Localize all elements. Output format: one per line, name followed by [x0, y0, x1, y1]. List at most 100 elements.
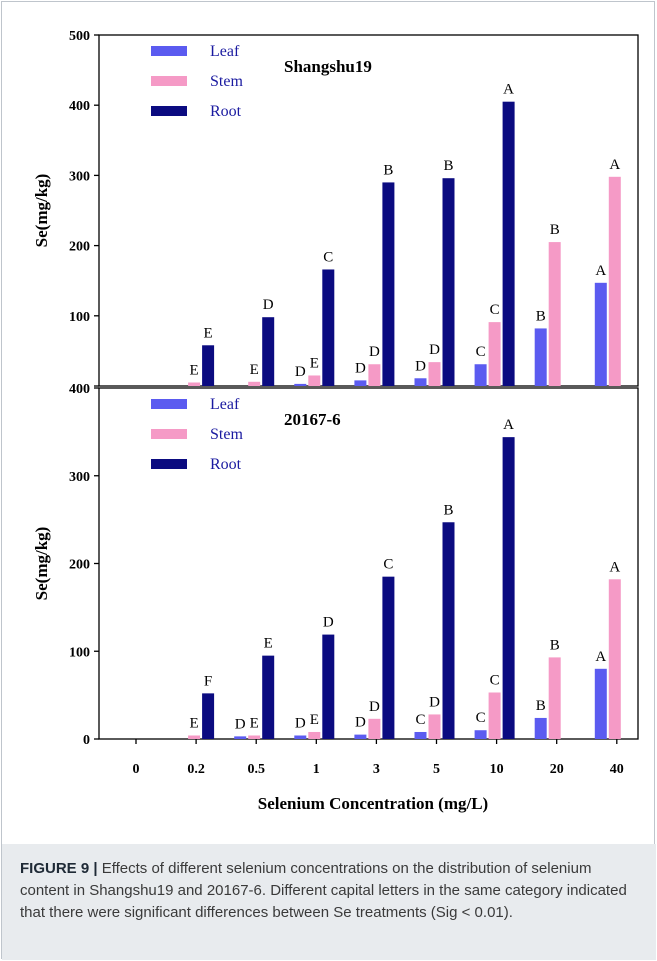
significance-letter: E: [250, 362, 259, 378]
significance-letter: C: [323, 249, 333, 265]
x-axis-label: Selenium Concentration (mg/L): [258, 794, 488, 813]
bar-leaf: [534, 717, 547, 739]
significance-letter: C: [476, 344, 486, 360]
x-tick-label: 40: [610, 762, 624, 777]
bar-root: [382, 182, 395, 386]
x-tick-label: 5: [433, 762, 440, 777]
y-tick-label: 100: [69, 645, 90, 660]
legend-swatch-leaf: [151, 399, 187, 409]
significance-letter: B: [536, 308, 546, 324]
panel-title: Shangshu19: [284, 57, 372, 76]
y-tick-label: 200: [69, 558, 90, 573]
bar-root: [202, 345, 215, 386]
significance-letter: C: [476, 710, 486, 726]
significance-letter: D: [295, 364, 306, 380]
y-tick-label: 300: [69, 169, 90, 184]
significance-letter: B: [550, 637, 560, 653]
y-axis-label: Se(mg/kg): [32, 174, 51, 248]
x-tick-label: 10: [490, 762, 504, 777]
y-tick-label: 200: [69, 240, 90, 255]
bar-leaf: [354, 734, 367, 739]
panel-title: 20167-6: [284, 410, 341, 429]
x-axis: 0 0.2 0.5 1 3 5 10 20 40 Selenium Concentration (…: [133, 739, 624, 813]
bar-leaf: [234, 736, 247, 739]
y-tick-label: 300: [69, 470, 90, 485]
y-tick-label: 0: [83, 733, 90, 748]
caption-text: Effects of different selenium concentrat…: [20, 860, 627, 921]
x-tick-label: 0.5: [247, 762, 265, 777]
significance-letter: D: [323, 615, 334, 631]
significance-letter: E: [264, 636, 273, 652]
bar-root: [502, 437, 515, 739]
bar-stem: [248, 735, 261, 739]
significance-letter: A: [503, 417, 514, 433]
x-tick-label: 20: [550, 762, 564, 777]
significance-letter: D: [235, 716, 246, 732]
bar-leaf: [354, 380, 367, 386]
x-tick-label: 3: [373, 762, 380, 777]
bar-stem: [488, 692, 501, 739]
bar-stem: [428, 714, 441, 739]
significance-letter: C: [383, 557, 393, 573]
bar-leaf: [534, 328, 547, 386]
y-tick-label: 100: [69, 310, 90, 325]
legend-label-leaf: Leaf: [210, 43, 240, 60]
significance-letter: E: [190, 362, 199, 378]
bar-root: [442, 522, 455, 739]
bar-stem: [428, 362, 441, 386]
bar-stem: [368, 364, 381, 386]
legend-swatch-leaf: [151, 46, 187, 56]
bar-stem: [608, 579, 621, 739]
bar-leaf: [294, 735, 307, 739]
significance-letter: A: [595, 263, 606, 279]
figure-caption: FIGURE 9 | Effects of different selenium…: [2, 844, 656, 960]
significance-letter: B: [443, 502, 453, 518]
significance-letter: E: [310, 355, 319, 371]
bar-root: [322, 269, 335, 386]
bar-stem: [248, 381, 261, 386]
bar-leaf: [474, 364, 487, 386]
bar-leaf: [474, 730, 487, 739]
significance-letter: B: [550, 222, 560, 238]
significance-letter: D: [429, 342, 440, 358]
bar-root: [442, 178, 455, 386]
bar-stem: [308, 375, 321, 386]
significance-letter: B: [443, 158, 453, 174]
significance-letter: B: [383, 162, 393, 178]
x-tick-label: 0.2: [187, 762, 205, 777]
legend-label-stem: Stem: [210, 73, 243, 90]
legend-label-root: Root: [210, 456, 242, 473]
bar-leaf: [414, 378, 427, 386]
bar-leaf: [594, 668, 607, 739]
bar-leaf: [594, 282, 607, 386]
significance-letter: A: [503, 82, 514, 98]
bar-root: [262, 655, 275, 739]
y-axis-label: Se(mg/kg): [32, 527, 51, 601]
legend-swatch-stem: [151, 429, 187, 439]
bar-stem: [188, 735, 201, 739]
significance-letter: E: [250, 715, 259, 731]
bar-root: [382, 576, 395, 739]
y-tick-label: 500: [69, 29, 90, 44]
bar-stem: [188, 382, 201, 386]
legend-label-leaf: Leaf: [210, 396, 240, 413]
bar-stem: [548, 657, 561, 739]
caption-label: FIGURE 9 |: [20, 860, 98, 877]
significance-letter: E: [310, 712, 319, 728]
bar-stem: [488, 322, 501, 386]
y-tick-label: 400: [69, 382, 90, 397]
bar-stem: [368, 718, 381, 739]
panel-1: 100 200 300 400 500 Se(mg/kg) Shangshu19 Leaf St…: [32, 29, 639, 387]
significance-letter: E: [204, 325, 213, 341]
chart-figure: 100200300400500Se(mg/kg)Shangshu19LeafSt…: [32, 29, 639, 813]
significance-letter: A: [609, 559, 620, 575]
bar-root: [262, 317, 275, 386]
panel-2: 0 100 200 300 400 Se(mg/kg) 20167-6 Leaf Stem Roo…: [32, 382, 639, 748]
significance-letter: D: [295, 715, 306, 731]
bar-root: [502, 101, 515, 386]
significance-letter: D: [415, 358, 426, 374]
bar-leaf: [414, 731, 427, 739]
bar-leaf: [294, 383, 307, 386]
bar-root: [322, 634, 335, 739]
